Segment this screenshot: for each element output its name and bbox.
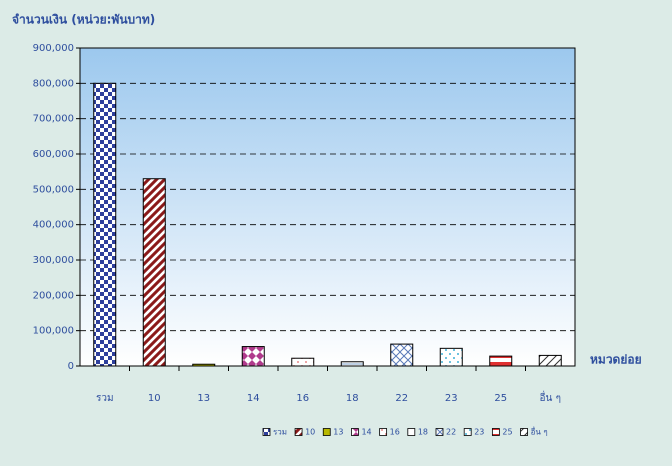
legend-swatch (351, 428, 359, 436)
x-tick-label: 14 (247, 393, 260, 404)
y-tick-label: 700,000 (33, 114, 74, 125)
legend-swatch (491, 428, 500, 436)
legend-label: 22 (446, 428, 456, 437)
bar (291, 357, 315, 367)
bar (192, 363, 216, 367)
y-tick-label: 0 (68, 361, 74, 372)
x-tick-label: 10 (148, 393, 161, 404)
legend-label: 10 (305, 428, 315, 437)
legend-swatch (379, 428, 388, 436)
legend-label: 13 (333, 428, 343, 437)
x-axis-title: หมวดย่อย (590, 353, 642, 367)
legend-swatch (262, 428, 271, 436)
legend-swatch (520, 428, 528, 436)
legend-swatch (322, 428, 331, 436)
bar (538, 354, 562, 367)
bar (142, 178, 166, 367)
bar (390, 343, 414, 367)
legend-swatch (294, 428, 303, 436)
x-tick-label: 18 (346, 393, 359, 404)
bar (489, 355, 513, 367)
bar (340, 361, 364, 367)
legend-label: อื่น ๆ (530, 426, 547, 437)
bar (241, 346, 265, 367)
legend-label: 23 (474, 428, 484, 437)
x-tick-label: อื่น ๆ (540, 390, 561, 404)
bar (439, 347, 463, 367)
bar (93, 82, 117, 367)
legend-label: 16 (390, 428, 400, 437)
y-tick-label: 800,000 (33, 78, 74, 89)
legend-label: รวม (273, 428, 287, 437)
y-tick-label: 900,000 (33, 43, 74, 54)
x-tick-label: รวม (96, 393, 114, 404)
legend-swatch (435, 428, 444, 436)
y-tick-label: 300,000 (33, 255, 74, 266)
y-tick-label: 100,000 (33, 326, 74, 337)
legend-label: 14 (361, 428, 371, 437)
legend-label: 25 (502, 428, 512, 437)
legend-swatch (463, 428, 472, 436)
y-tick-label: 400,000 (33, 220, 74, 231)
y-tick-label: 500,000 (33, 184, 74, 195)
x-tick-label: 13 (197, 393, 210, 404)
x-tick-label: 16 (296, 393, 309, 404)
y-tick-label: 600,000 (33, 149, 74, 160)
y-tick-label: 200,000 (33, 290, 74, 301)
x-tick-label: 23 (445, 393, 458, 404)
y-axis-title: จำนวนเงิน (หน่วย:พันบาท) (12, 13, 155, 27)
x-tick-label: 22 (395, 393, 408, 404)
legend-label: 18 (418, 428, 428, 437)
x-tick-label: 25 (494, 393, 507, 404)
legend-swatch (407, 428, 416, 436)
